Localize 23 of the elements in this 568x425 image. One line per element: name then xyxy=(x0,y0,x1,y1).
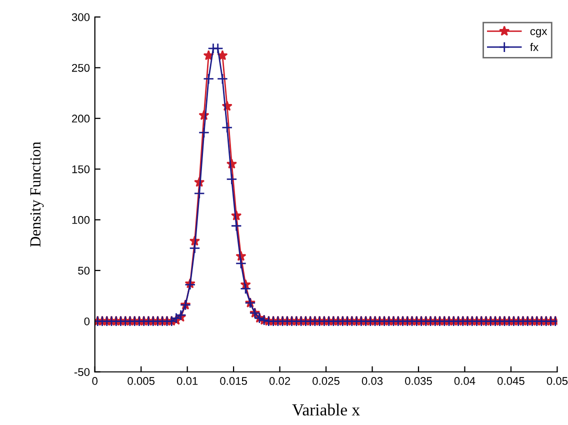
x-axis-title: Variable x xyxy=(292,404,360,416)
x-tick-label: 0.045 xyxy=(498,377,524,385)
x-tick-label: 0 xyxy=(92,377,98,385)
y-tick-label: 300 xyxy=(72,13,90,22)
y-tick-label: 150 xyxy=(72,165,90,174)
y-tick-label: 50 xyxy=(78,266,90,275)
y-tick-label: 200 xyxy=(72,114,90,123)
y-tick-label: -50 xyxy=(74,368,90,376)
y-tick-label: 250 xyxy=(72,64,90,72)
x-tick-label: 0.01 xyxy=(176,377,198,385)
y-tick-label: 100 xyxy=(72,216,90,224)
x-tick-label: 0.05 xyxy=(546,377,568,385)
x-tick-label: 0.03 xyxy=(362,377,383,385)
x-tick-label: 0.015 xyxy=(220,377,247,385)
y-tick-label: 0 xyxy=(84,317,90,326)
x-tick-label: 0.02 xyxy=(269,377,290,385)
legend-label: cgx xyxy=(530,29,548,38)
x-tick-label: 0.005 xyxy=(128,377,155,385)
x-tick-label: 0.025 xyxy=(312,377,340,385)
legend-label: fx xyxy=(530,42,538,51)
x-tick-label: 0.035 xyxy=(405,377,432,385)
x-tick-label: 0.04 xyxy=(454,377,476,385)
y-axis-title: Density Function xyxy=(30,142,44,247)
